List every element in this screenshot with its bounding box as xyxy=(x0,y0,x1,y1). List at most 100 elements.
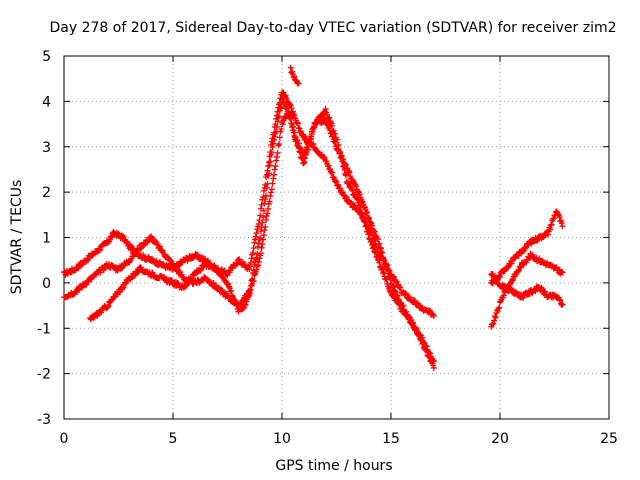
data-point xyxy=(558,302,565,309)
data-point xyxy=(374,253,381,260)
data-point xyxy=(259,241,266,248)
data-point xyxy=(276,140,283,147)
data-point xyxy=(153,257,160,264)
data-point xyxy=(326,114,333,121)
data-point xyxy=(388,280,395,287)
data-point xyxy=(263,216,270,223)
series-markers xyxy=(488,270,566,309)
data-point xyxy=(364,228,371,235)
data-point xyxy=(319,112,326,119)
data-point xyxy=(559,301,566,308)
data-point xyxy=(225,283,232,290)
data-point xyxy=(300,131,307,138)
data-point xyxy=(393,292,400,299)
data-point xyxy=(247,263,254,270)
data-point xyxy=(256,255,263,262)
data-point xyxy=(409,320,416,327)
data-point xyxy=(422,346,429,353)
data-point xyxy=(342,193,349,200)
data-point xyxy=(397,284,404,291)
data-point xyxy=(399,302,406,309)
data-point xyxy=(247,259,254,266)
data-point xyxy=(518,264,525,271)
y-tick-label: 5 xyxy=(42,49,51,65)
data-point xyxy=(249,249,256,256)
data-point xyxy=(361,218,368,225)
data-point xyxy=(382,260,389,267)
y-tick-label: 0 xyxy=(42,276,51,292)
data-point xyxy=(247,290,254,297)
data-point xyxy=(510,287,517,294)
data-point xyxy=(385,270,392,277)
data-point xyxy=(108,234,115,241)
data-point xyxy=(376,240,383,247)
x-tick-label: 20 xyxy=(491,431,509,447)
y-tick-labels: -3 -2 -1 0 1 2 3 4 5 xyxy=(37,49,51,428)
data-point xyxy=(325,162,332,169)
axis-ticks xyxy=(63,55,610,420)
data-point xyxy=(372,248,379,255)
data-point xyxy=(403,308,410,315)
data-point xyxy=(419,341,426,348)
data-point xyxy=(331,136,338,143)
data-point xyxy=(266,162,273,169)
data-point xyxy=(289,124,296,131)
data-point xyxy=(268,149,275,156)
data-point xyxy=(269,180,276,187)
data-point xyxy=(111,294,118,301)
data-point xyxy=(288,120,295,127)
data-point xyxy=(85,278,92,285)
chart-title: Day 278 of 2017, Sidereal Day-to-day VTE… xyxy=(50,20,617,36)
data-point xyxy=(269,143,276,150)
data-point xyxy=(286,110,293,117)
data-point xyxy=(263,184,270,191)
data-point xyxy=(132,250,139,257)
data-point xyxy=(278,126,285,133)
y-tick-label: -1 xyxy=(37,321,51,337)
y-tick-label: 4 xyxy=(42,94,51,110)
data-point xyxy=(257,228,264,235)
data-point xyxy=(369,222,376,229)
data-point xyxy=(390,283,397,290)
data-point xyxy=(400,303,407,310)
data-point xyxy=(324,163,331,170)
data-point xyxy=(262,196,269,203)
data-point xyxy=(98,309,105,316)
data-point xyxy=(391,287,398,294)
data-point xyxy=(556,296,563,303)
data-point xyxy=(559,269,566,276)
data-point xyxy=(260,236,267,243)
data-point xyxy=(290,129,297,136)
data-point xyxy=(268,189,275,196)
data-point xyxy=(185,280,192,287)
y-tick-label: 2 xyxy=(42,185,51,201)
data-point xyxy=(295,140,302,147)
data-point xyxy=(345,179,352,186)
data-point xyxy=(374,236,381,243)
data-point xyxy=(268,186,275,193)
data-point xyxy=(120,233,127,240)
data-point xyxy=(260,207,267,214)
data-point xyxy=(255,220,262,227)
data-point xyxy=(204,276,211,283)
data-point xyxy=(430,364,437,371)
data-point xyxy=(378,249,385,256)
data-point xyxy=(176,262,183,269)
data-point xyxy=(374,235,381,242)
data-point xyxy=(416,333,423,340)
data-point xyxy=(340,189,347,196)
x-axis-label: GPS time / hours xyxy=(275,458,392,474)
data-point xyxy=(273,153,280,160)
y-tick-label: 1 xyxy=(42,231,51,247)
data-point xyxy=(394,292,401,299)
data-point xyxy=(356,191,363,198)
data-point xyxy=(372,228,379,235)
data-point xyxy=(342,161,349,168)
y-axis-label: SDTVAR / TECUs xyxy=(9,180,25,295)
data-point xyxy=(270,175,277,182)
data-point xyxy=(300,154,307,161)
series-markers xyxy=(87,108,437,371)
data-point xyxy=(358,198,365,205)
data-point xyxy=(266,198,273,205)
data-point xyxy=(517,263,524,270)
